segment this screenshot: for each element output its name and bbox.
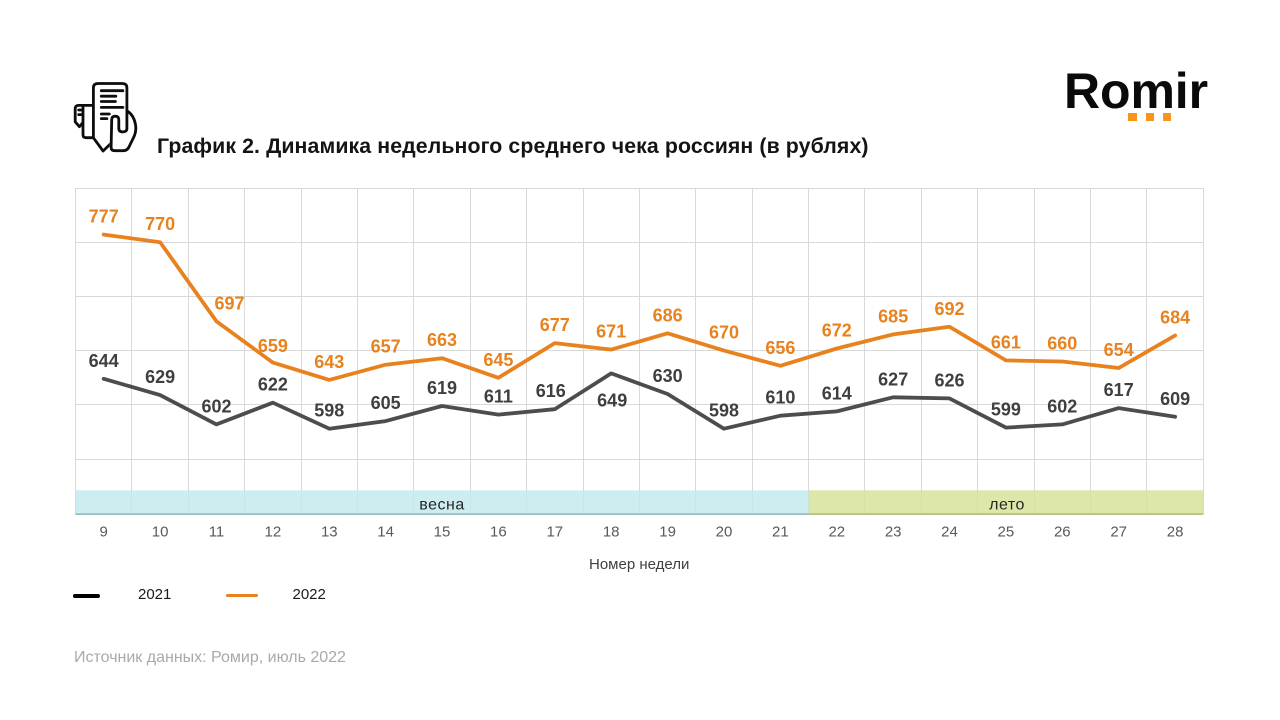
svg-text:616: 616 [536, 381, 566, 401]
svg-text:684: 684 [1160, 308, 1190, 328]
svg-text:лето: лето [989, 496, 1025, 513]
svg-text:16: 16 [490, 523, 507, 540]
svg-text:609: 609 [1160, 389, 1190, 409]
svg-text:598: 598 [314, 401, 344, 421]
svg-text:10: 10 [152, 523, 169, 540]
svg-text:23: 23 [885, 523, 902, 540]
svg-text:602: 602 [1047, 396, 1077, 416]
svg-text:645: 645 [483, 350, 513, 370]
svg-text:649: 649 [597, 390, 627, 410]
svg-text:26: 26 [1054, 523, 1071, 540]
svg-text:644: 644 [89, 351, 119, 371]
svg-text:672: 672 [822, 321, 852, 341]
svg-text:656: 656 [765, 338, 795, 358]
svg-text:643: 643 [314, 352, 344, 372]
svg-text:659: 659 [258, 336, 288, 356]
svg-text:610: 610 [765, 388, 795, 408]
svg-text:770: 770 [145, 214, 175, 234]
svg-text:25: 25 [998, 523, 1015, 540]
svg-text:27: 27 [1110, 523, 1127, 540]
svg-text:629: 629 [145, 367, 175, 387]
svg-text:697: 697 [214, 293, 244, 313]
svg-text:598: 598 [709, 401, 739, 421]
svg-text:619: 619 [427, 378, 457, 398]
svg-text:677: 677 [540, 315, 570, 335]
svg-text:654: 654 [1104, 340, 1134, 360]
svg-text:657: 657 [371, 337, 401, 357]
svg-text:692: 692 [934, 299, 964, 319]
svg-text:21: 21 [772, 523, 789, 540]
svg-text:599: 599 [991, 400, 1021, 420]
svg-text:777: 777 [89, 207, 119, 227]
svg-text:18: 18 [603, 523, 620, 540]
svg-text:671: 671 [596, 322, 626, 342]
svg-text:весна: весна [419, 496, 464, 513]
svg-text:614: 614 [822, 383, 852, 403]
svg-text:670: 670 [709, 323, 739, 343]
svg-text:12: 12 [265, 523, 282, 540]
svg-text:9: 9 [100, 523, 108, 540]
svg-text:622: 622 [258, 375, 288, 395]
svg-text:17: 17 [546, 523, 563, 540]
svg-text:660: 660 [1047, 334, 1077, 354]
svg-text:617: 617 [1104, 380, 1134, 400]
svg-text:15: 15 [434, 523, 451, 540]
svg-text:11: 11 [209, 523, 225, 540]
svg-text:663: 663 [427, 330, 457, 350]
svg-text:686: 686 [653, 305, 683, 325]
svg-text:605: 605 [371, 393, 401, 413]
svg-text:24: 24 [941, 523, 958, 540]
svg-text:627: 627 [878, 369, 908, 389]
svg-text:14: 14 [377, 523, 394, 540]
svg-text:13: 13 [321, 523, 338, 540]
svg-text:626: 626 [934, 370, 964, 390]
svg-text:611: 611 [484, 387, 513, 407]
svg-text:685: 685 [878, 306, 908, 326]
svg-text:20: 20 [716, 523, 733, 540]
svg-text:661: 661 [991, 332, 1021, 352]
svg-text:22: 22 [828, 523, 845, 540]
svg-text:602: 602 [201, 396, 231, 416]
svg-text:28: 28 [1167, 523, 1184, 540]
svg-text:19: 19 [659, 523, 676, 540]
svg-text:630: 630 [653, 366, 683, 386]
